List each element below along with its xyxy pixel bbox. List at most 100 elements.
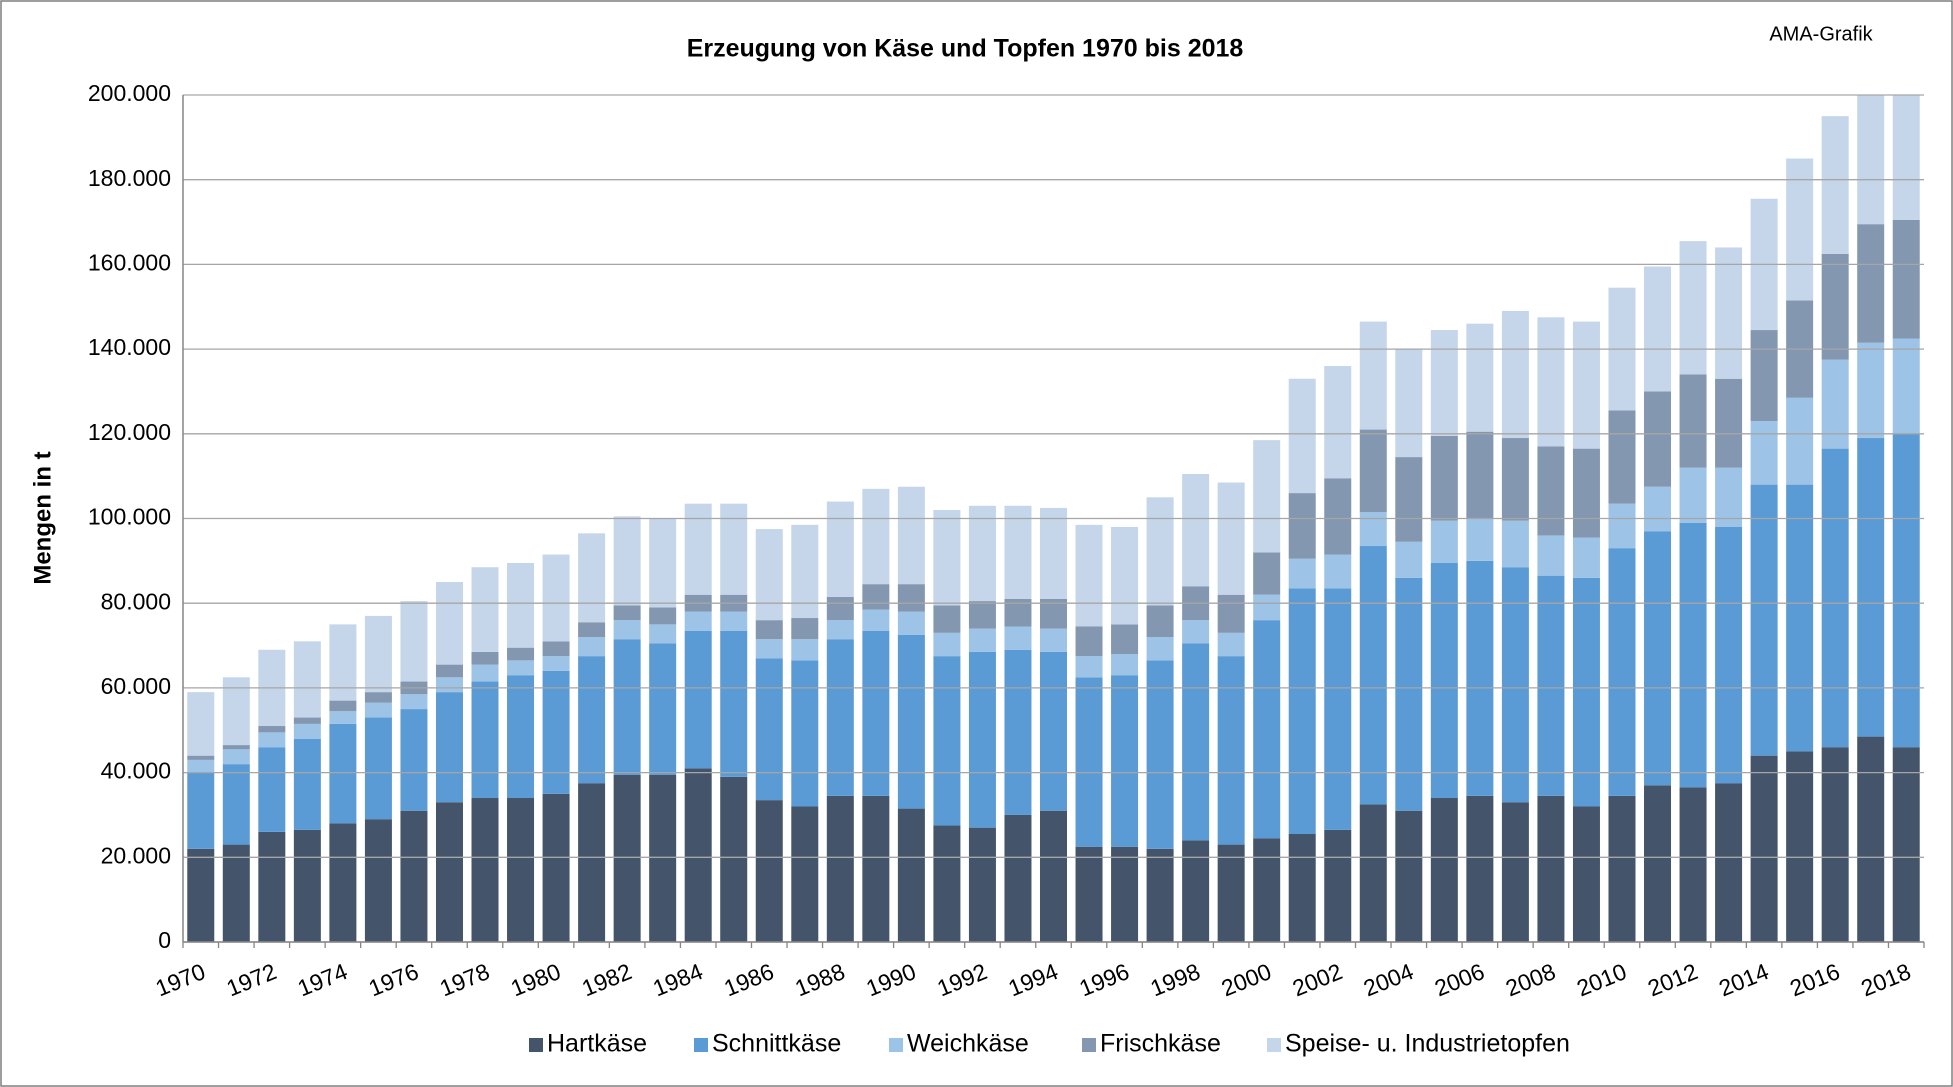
bar-segment — [862, 609, 890, 631]
bar-segment — [1395, 541, 1423, 578]
bar-segment — [1608, 795, 1636, 942]
legend-label: Speise- u. Industrietopfen — [1285, 1030, 1570, 1058]
bar-segment — [1644, 266, 1672, 392]
bar-segment — [933, 632, 961, 657]
bar-segment — [826, 795, 854, 942]
bar-segment — [364, 615, 392, 693]
bar-segment — [1466, 323, 1494, 432]
bar-segment — [1395, 577, 1423, 811]
bar-segment — [720, 630, 748, 777]
bar-segment — [507, 647, 535, 661]
legend-swatch — [529, 1038, 543, 1052]
bar-segment — [222, 677, 250, 746]
y-tick-label: 180.000 — [88, 165, 171, 191]
bar-segment — [1786, 751, 1814, 942]
bar-segment — [791, 618, 819, 640]
bar-segment — [578, 783, 606, 942]
bar-segment — [1075, 524, 1103, 627]
bar-segment — [1217, 482, 1245, 595]
bar-segment — [1324, 478, 1352, 555]
bar-segment — [1608, 503, 1636, 549]
bar-segment — [435, 582, 463, 665]
bar-segment — [1572, 577, 1600, 807]
bar-segment — [649, 607, 677, 625]
bar-segment — [1430, 562, 1458, 799]
bar-segment — [791, 806, 819, 942]
bar-segment — [862, 630, 890, 796]
bar-segment — [507, 660, 535, 676]
bar-segment — [1537, 317, 1565, 447]
bar-segment — [1182, 840, 1210, 942]
bar-segment — [293, 717, 321, 724]
bar-segment — [897, 584, 925, 612]
bar-segment — [1715, 526, 1743, 784]
bar-segment — [1857, 342, 1885, 439]
bar-segment — [187, 772, 215, 849]
bar-segment — [1253, 620, 1281, 839]
bar-segment — [1750, 484, 1778, 756]
bar-segment — [400, 601, 428, 682]
bar-segment — [222, 844, 250, 942]
bar-segment — [1288, 834, 1316, 942]
legend-label: Frischkäse — [1100, 1030, 1221, 1058]
bar-segment — [1288, 558, 1316, 589]
bar-segment — [507, 675, 535, 799]
bar-segment — [1537, 575, 1565, 796]
bar-segment — [1608, 548, 1636, 796]
bar-segment — [1466, 560, 1494, 796]
bar-segment — [933, 510, 961, 606]
y-tick-label: 200.000 — [88, 80, 171, 106]
bar-segment — [1324, 588, 1352, 830]
bar-segment — [1359, 429, 1387, 513]
legend-swatch — [1082, 1038, 1096, 1052]
y-tick-label: 20.000 — [101, 842, 171, 868]
bar-segment — [1111, 624, 1139, 655]
bar-segment — [1892, 219, 1920, 339]
bar-segment — [684, 611, 712, 631]
bar-segment — [649, 518, 677, 608]
bar-segment — [1892, 747, 1920, 942]
bar-segment — [720, 776, 748, 942]
legend-swatch — [694, 1038, 708, 1052]
bar-segment — [293, 738, 321, 830]
bar-segment — [578, 533, 606, 623]
bar-segment — [1359, 546, 1387, 805]
bar-segment — [1111, 526, 1139, 625]
bar-segment — [933, 605, 961, 633]
bar-segment — [862, 584, 890, 610]
bar-segment — [1253, 440, 1281, 553]
bar-segment — [1786, 484, 1814, 752]
bar-segment — [1324, 366, 1352, 479]
bar-segment — [1040, 598, 1067, 629]
bar-segment — [471, 681, 499, 799]
legend-swatch — [1267, 1038, 1281, 1052]
bar-segment — [1466, 431, 1494, 519]
bar-segment — [1715, 378, 1743, 468]
bar-segment — [400, 709, 428, 811]
bar-segment — [1857, 224, 1885, 343]
bar-segment — [578, 656, 606, 784]
bar-segment — [1040, 810, 1067, 942]
bar-segment — [755, 529, 783, 621]
bar-segment — [187, 848, 215, 942]
bar-segment — [1857, 95, 1885, 225]
bar-segment — [1111, 846, 1139, 942]
bar-segment — [222, 745, 250, 750]
bar-segment — [1537, 795, 1565, 942]
bar-segment — [1146, 848, 1174, 942]
legend-label: Schnittkäse — [712, 1030, 841, 1058]
bar-segment — [187, 755, 215, 760]
bar-segment — [1892, 433, 1920, 748]
bar-segment — [1572, 537, 1600, 578]
bar-segment — [968, 827, 996, 942]
bar-segment — [1217, 594, 1245, 633]
bar-segment — [1004, 649, 1032, 815]
bar-segment — [1679, 522, 1707, 788]
bar-segment — [897, 808, 925, 942]
bar-segment — [1644, 531, 1672, 786]
bar-segment — [862, 795, 890, 942]
bar-segment — [542, 554, 570, 642]
bar-segment — [1359, 321, 1387, 430]
bar-segment — [1288, 493, 1316, 559]
bar-segment — [791, 639, 819, 661]
